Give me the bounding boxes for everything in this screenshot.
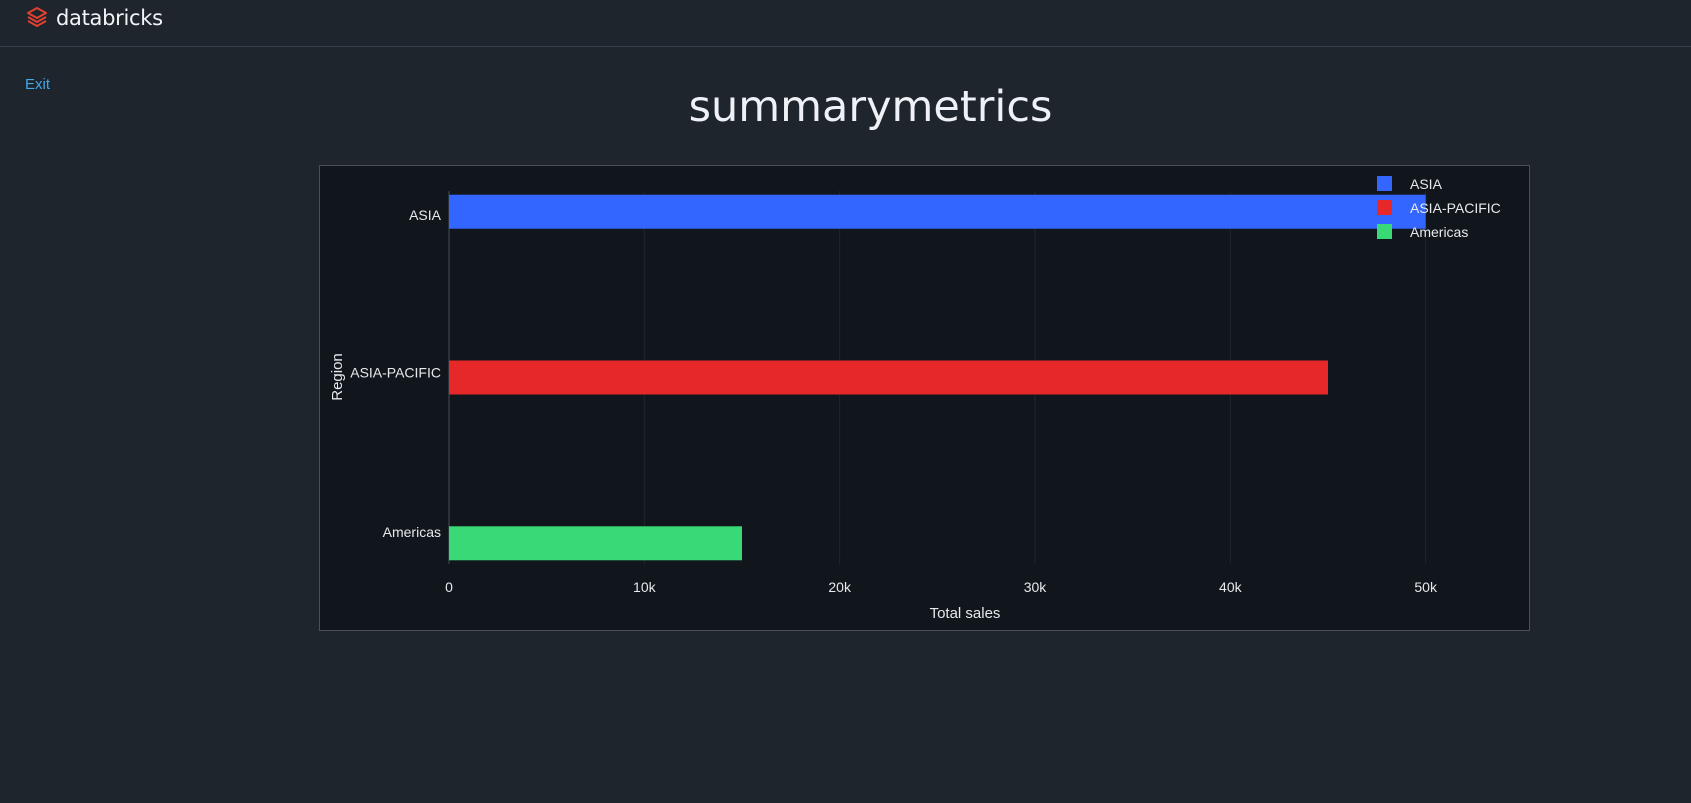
bar-chart: 0 10k 20k 30k 40k 50k ASIA ASIA-PACIFIC Americas… [329,176,1501,622]
x-tick-label: 50k [1414,579,1438,595]
bar-asia [449,194,1426,229]
brand-name: databricks [56,6,163,30]
chart-card: 0 10k 20k 30k 40k 50k ASIA ASIA-PACIFIC Americas… [319,165,1530,631]
legend-label: ASIA-PACIFIC [1410,200,1501,216]
legend-swatch [1377,176,1392,191]
bar-asia-pacific [449,360,1328,395]
x-tick-label: 20k [828,579,852,595]
legend-label: ASIA [1410,176,1443,192]
bar-americas [449,526,742,561]
exit-link[interactable]: Exit [25,76,51,93]
x-tick-label: 10k [633,579,657,595]
page-title: summarymetrics [688,82,1053,132]
legend-label: Americas [1410,224,1468,240]
x-tick-label: 40k [1219,579,1243,595]
databricks-logo-icon [27,7,47,27]
legend-swatch [1377,200,1392,215]
y-category-label: ASIA [409,207,442,223]
y-category-label: ASIA-PACIFIC [350,365,441,381]
x-axis-title: Total sales [930,605,1001,622]
top-bar: databricks [0,0,1691,47]
x-tick-label: 0 [445,579,453,595]
brand[interactable]: databricks [25,6,163,30]
y-axis-title: Region [329,353,346,401]
legend-swatch [1377,224,1392,239]
y-category-label: Americas [383,524,441,540]
x-tick-label: 30k [1024,579,1048,595]
